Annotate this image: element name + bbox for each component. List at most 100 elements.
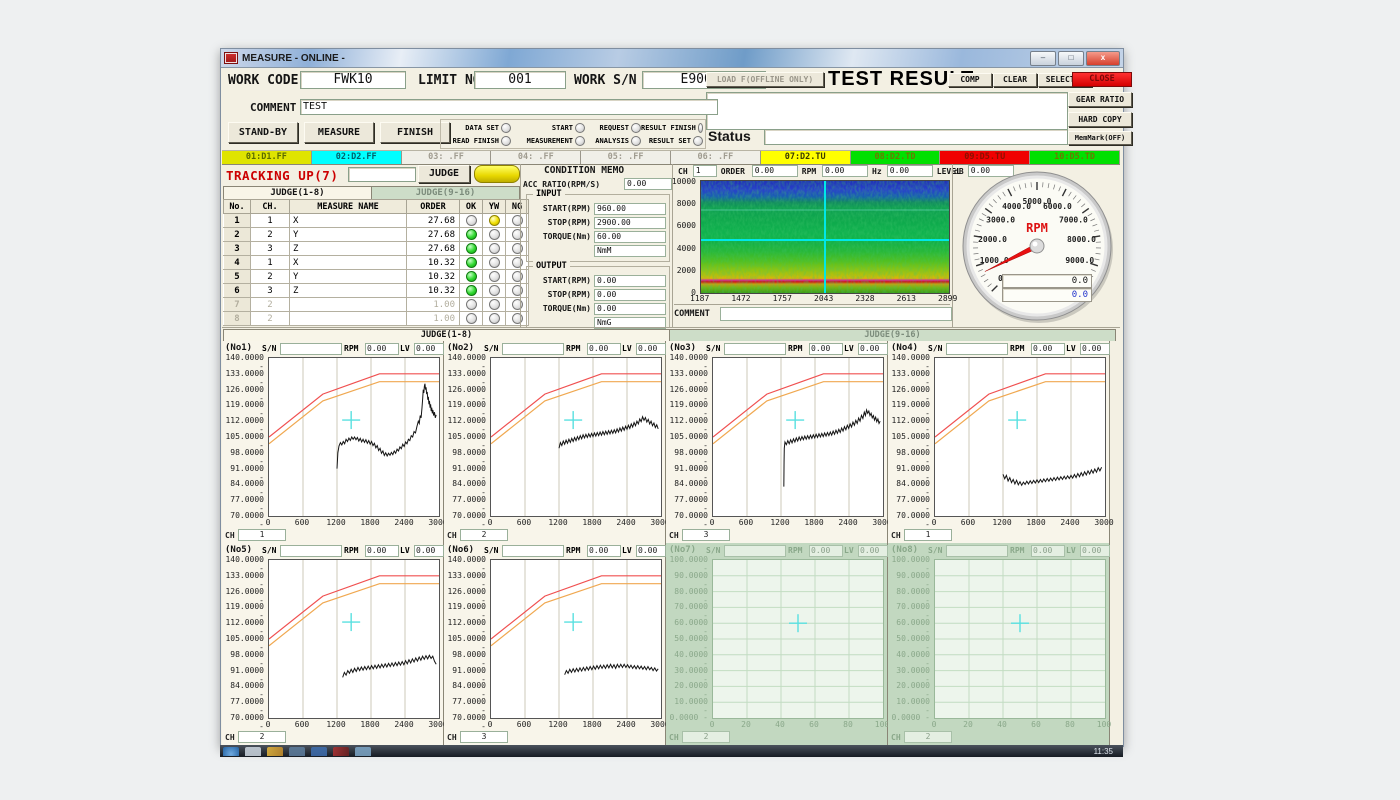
chart-lv-value[interactable]: 0.00 xyxy=(414,545,444,557)
chart-sn-input[interactable] xyxy=(280,545,342,557)
acc-ratio-input[interactable]: 0.00 xyxy=(624,178,672,190)
work-code-input[interactable]: FWK10 xyxy=(300,71,406,89)
measure-button[interactable]: MEASURE xyxy=(304,122,374,143)
chart-sn-input[interactable] xyxy=(946,343,1008,355)
input-torque-nm--input[interactable]: 60.00 xyxy=(594,231,666,243)
channel-tab-4[interactable]: 04: .FF xyxy=(491,151,582,164)
chart-plot[interactable] xyxy=(268,357,440,517)
chart-sn-input[interactable] xyxy=(502,545,564,557)
taskbar-icon[interactable] xyxy=(311,747,327,756)
output-start-rpm--input[interactable]: 0.00 xyxy=(594,275,666,287)
input-stop-rpm--input[interactable]: 2900.00 xyxy=(594,217,666,229)
output-stop-rpm--input[interactable]: 0.00 xyxy=(594,289,666,301)
chart-rpm-value[interactable]: 0.00 xyxy=(809,545,843,557)
chart-sn-input[interactable] xyxy=(946,545,1008,557)
chart-lv-value[interactable]: 0.00 xyxy=(858,343,888,355)
chart-lv-value[interactable]: 0.00 xyxy=(636,545,666,557)
taskbar-icon[interactable] xyxy=(267,747,283,756)
chart-ch-input[interactable]: 3 xyxy=(460,731,508,743)
judge-row-5[interactable]: 5 2 Y 10.32 xyxy=(223,269,529,284)
chart-plot[interactable] xyxy=(934,357,1106,517)
judge-row-8[interactable]: 8 2 1.00 xyxy=(223,311,529,326)
maximize-button[interactable]: □ xyxy=(1058,50,1084,66)
chart-rpm-value[interactable]: 0.00 xyxy=(587,545,621,557)
chart-plot[interactable] xyxy=(490,357,662,517)
spectrogram-plot[interactable] xyxy=(700,180,950,294)
chart-ch-input[interactable]: 2 xyxy=(460,529,508,541)
chart-ch-input[interactable]: 2 xyxy=(904,731,952,743)
chart-ch-input[interactable]: 2 xyxy=(238,731,286,743)
judge-row-6[interactable]: 6 3 Z 10.32 xyxy=(223,283,529,298)
chart-sn-input[interactable] xyxy=(502,343,564,355)
input-unit-input[interactable]: NmM xyxy=(594,245,666,257)
channel-tab-10[interactable]: 10:D5.TD xyxy=(1030,151,1120,164)
minimize-button[interactable]: – xyxy=(1030,50,1056,66)
status-input[interactable] xyxy=(764,129,1068,145)
chart-sn-input[interactable] xyxy=(280,343,342,355)
judge-row-7[interactable]: 7 2 1.00 xyxy=(223,297,529,312)
window-close-button[interactable]: x xyxy=(1086,50,1120,66)
gear-ratio-button[interactable]: GEAR RATIO xyxy=(1068,92,1132,107)
chart-rpm-value[interactable]: 0.00 xyxy=(587,343,621,355)
taskbar-icon[interactable] xyxy=(333,747,349,756)
chart-tab-judge-9-16-[interactable]: JUDGE(9-16) xyxy=(669,329,1116,341)
stand-by-button[interactable]: STAND-BY xyxy=(228,122,298,143)
judge-row-3[interactable]: 3 3 Z 27.68 xyxy=(223,241,529,256)
finish-button[interactable]: FINISH xyxy=(380,122,450,143)
tr-clear-button[interactable]: CLEAR xyxy=(993,73,1037,87)
chart-lv-value[interactable]: 0.00 xyxy=(1080,545,1110,557)
taskbar[interactable]: 11:35 xyxy=(220,745,1123,757)
chart-rpm-value[interactable]: 0.00 xyxy=(1031,343,1065,355)
output-unit-input[interactable]: NmG xyxy=(594,317,666,329)
judge-row-4[interactable]: 4 1 X 10.32 xyxy=(223,255,529,270)
taskbar-icon[interactable] xyxy=(355,747,371,756)
start-orb-icon[interactable] xyxy=(223,747,239,756)
tr-comp-button[interactable]: COMP xyxy=(948,73,992,87)
chart-plot[interactable] xyxy=(490,559,662,719)
judge-row-2[interactable]: 2 2 Y 27.68 xyxy=(223,227,529,242)
channel-tab-8[interactable]: 08:D2.TD xyxy=(850,151,941,164)
channel-tab-9[interactable]: 09:D5.TU xyxy=(940,151,1031,164)
output-torque-nm--input[interactable]: 0.00 xyxy=(594,303,666,315)
titlebar[interactable]: MEASURE - ONLINE - – □ x xyxy=(221,49,1123,68)
chart-sn-input[interactable] xyxy=(724,545,786,557)
close-button[interactable]: CLOSE xyxy=(1072,72,1132,87)
tracking-input[interactable] xyxy=(348,167,416,182)
chart-rpm-value[interactable]: 0.00 xyxy=(1031,545,1065,557)
hard-copy-button[interactable]: HARD COPY xyxy=(1068,112,1132,127)
chart-lv-value[interactable]: 0.00 xyxy=(858,545,888,557)
channel-tab-5[interactable]: 05: .FF xyxy=(581,151,671,164)
channel-tab-1[interactable]: 01:D1.FF xyxy=(222,151,312,164)
limit-no-input[interactable]: 001 xyxy=(474,71,566,89)
chart-plot[interactable] xyxy=(268,559,440,719)
chart-ch-input[interactable]: 1 xyxy=(904,529,952,541)
taskbar-icon[interactable] xyxy=(245,747,261,756)
channel-tab-7[interactable]: 07:D2.TU xyxy=(760,151,851,164)
chart-rpm-value[interactable]: 0.00 xyxy=(365,545,399,557)
chart-tab-judge-1-8-[interactable]: JUDGE(1-8) xyxy=(223,329,670,341)
chart-ch-input[interactable]: 1 xyxy=(238,529,286,541)
chart-plot[interactable] xyxy=(934,559,1106,719)
chart-rpm-value[interactable]: 0.00 xyxy=(365,343,399,355)
chart-rpm-value[interactable]: 0.00 xyxy=(809,343,843,355)
judge-button[interactable]: JUDGE xyxy=(418,165,470,183)
chart-ch-input[interactable]: 3 xyxy=(682,529,730,541)
taskbar-icon[interactable] xyxy=(289,747,305,756)
judge-tab-judge-1-8-[interactable]: JUDGE(1-8) xyxy=(223,186,372,199)
judge-tab-judge-9-16-[interactable]: JUDGE(9-16) xyxy=(371,186,520,199)
channel-tab-6[interactable]: 06: .FF xyxy=(670,151,761,164)
channel-tab-2[interactable]: 02:D2.FF xyxy=(311,151,402,164)
chart-plot[interactable] xyxy=(712,559,884,719)
memmark-button[interactable]: MemMark(OFF) xyxy=(1068,131,1132,145)
chart-sn-input[interactable] xyxy=(724,343,786,355)
judge-row-1[interactable]: 1 1 X 27.68 xyxy=(223,213,529,228)
chart-ch-input[interactable]: 2 xyxy=(682,731,730,743)
channel-tab-3[interactable]: 03: .FF xyxy=(401,151,492,164)
load-f-button[interactable]: LOAD F(OFFLINE ONLY) xyxy=(706,72,824,87)
input-start-rpm--input[interactable]: 960.00 xyxy=(594,203,666,215)
chart-plot[interactable] xyxy=(712,357,884,517)
chart-lv-value[interactable]: 0.00 xyxy=(636,343,666,355)
spectro-comment-input[interactable] xyxy=(720,307,952,321)
chart-lv-value[interactable]: 0.00 xyxy=(414,343,444,355)
chart-lv-value[interactable]: 0.00 xyxy=(1080,343,1110,355)
